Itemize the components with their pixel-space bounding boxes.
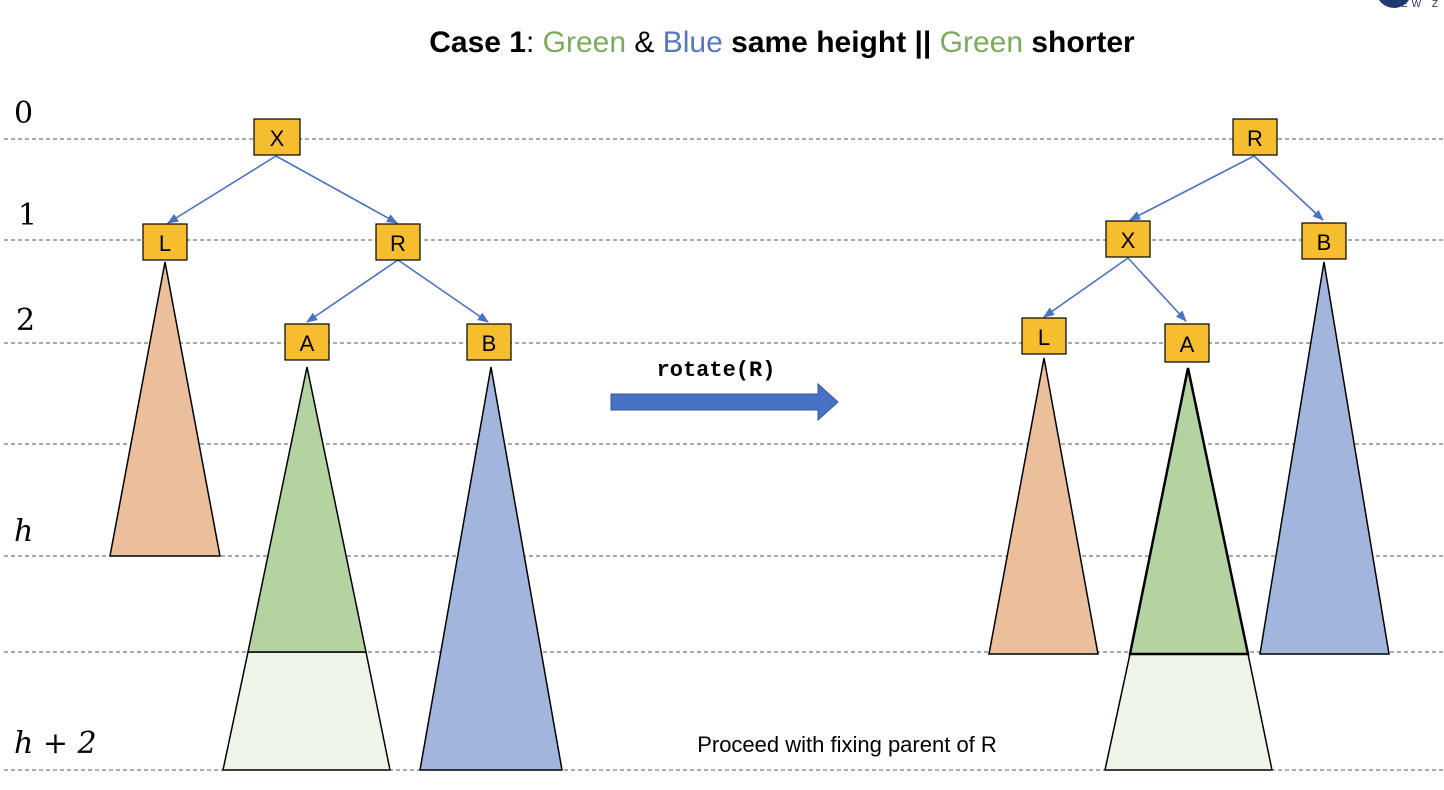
title-green-2: Green: [939, 26, 1024, 59]
after-edge-X-L: [1043, 257, 1129, 318]
title-suffix: shorter: [1023, 26, 1135, 59]
before-node-B-label: B: [482, 331, 497, 356]
before-subtree-A-green: [247, 366, 367, 653]
after-node-A: A: [1164, 323, 1210, 363]
title-green-1: Green: [542, 26, 627, 59]
slide-title: Case 1: Green & Blue same height || Gree…: [0, 26, 1444, 60]
after-node-A-label: A: [1180, 332, 1195, 357]
after-subtree-A-green: [1128, 367, 1250, 656]
after-edge-R-X: [1129, 155, 1255, 221]
title-case: Case 1: [429, 26, 526, 59]
after-node-X-label: X: [1121, 228, 1136, 253]
before-node-L: L: [142, 223, 188, 261]
rotate-label: rotate(R): [657, 358, 776, 383]
footnote-text: Proceed with fixing parent of R: [697, 732, 997, 757]
before-node-R-label: R: [390, 231, 406, 256]
after-node-R-label: R: [1247, 126, 1263, 151]
title-mid: same height ||: [722, 26, 940, 59]
before-node-A-label: A: [300, 331, 315, 356]
logo-text: NEW Z: [1389, 0, 1442, 10]
before-edges: [167, 155, 489, 323]
before-node-R: R: [375, 223, 421, 261]
after-node-X: X: [1105, 220, 1151, 258]
after-node-L-label: L: [1038, 325, 1050, 350]
title-amp: &: [626, 26, 663, 59]
level-label-0: 0: [14, 96, 34, 131]
after-edge-R-B: [1253, 155, 1324, 221]
before-subtree-A-green-extension: [222, 651, 391, 771]
before-edge-X-R: [275, 155, 398, 224]
after-node-L: L: [1021, 317, 1067, 355]
after-node-B: B: [1301, 222, 1347, 260]
level-label-1: 1: [18, 198, 38, 233]
level-label-h-plus-2: h + 2: [14, 726, 97, 761]
before-subtree-B-blue: [419, 366, 563, 771]
before-edge-X-L: [167, 155, 277, 224]
after-node-R: R: [1232, 118, 1278, 156]
after-node-B-label: B: [1317, 230, 1332, 255]
title-blue: Blue: [662, 26, 723, 59]
rotate-arrow-icon: [610, 382, 839, 422]
after-edge-X-A: [1127, 257, 1187, 322]
before-node-L-label: L: [159, 231, 171, 256]
after-edges: [1043, 155, 1324, 322]
before-node-A: A: [284, 323, 330, 361]
before-edge-R-B: [397, 259, 489, 323]
before-node-B: B: [466, 323, 512, 361]
logo-shield-icon: [1376, 0, 1412, 8]
after-subtree-A-green-extension: [1104, 653, 1273, 771]
before-subtree-L-orange: [109, 261, 221, 557]
before-edge-R-A: [306, 259, 399, 323]
after-subtree-L-orange: [988, 357, 1099, 655]
university-logo: NEW Z: [1374, 0, 1444, 12]
after-subtree-B-blue: [1259, 261, 1390, 655]
level-label-2: 2: [16, 303, 36, 338]
before-node-X-label: X: [270, 126, 285, 151]
title-sep: :: [526, 26, 543, 59]
level-label-h: h: [14, 514, 34, 549]
before-node-X: X: [253, 118, 301, 156]
